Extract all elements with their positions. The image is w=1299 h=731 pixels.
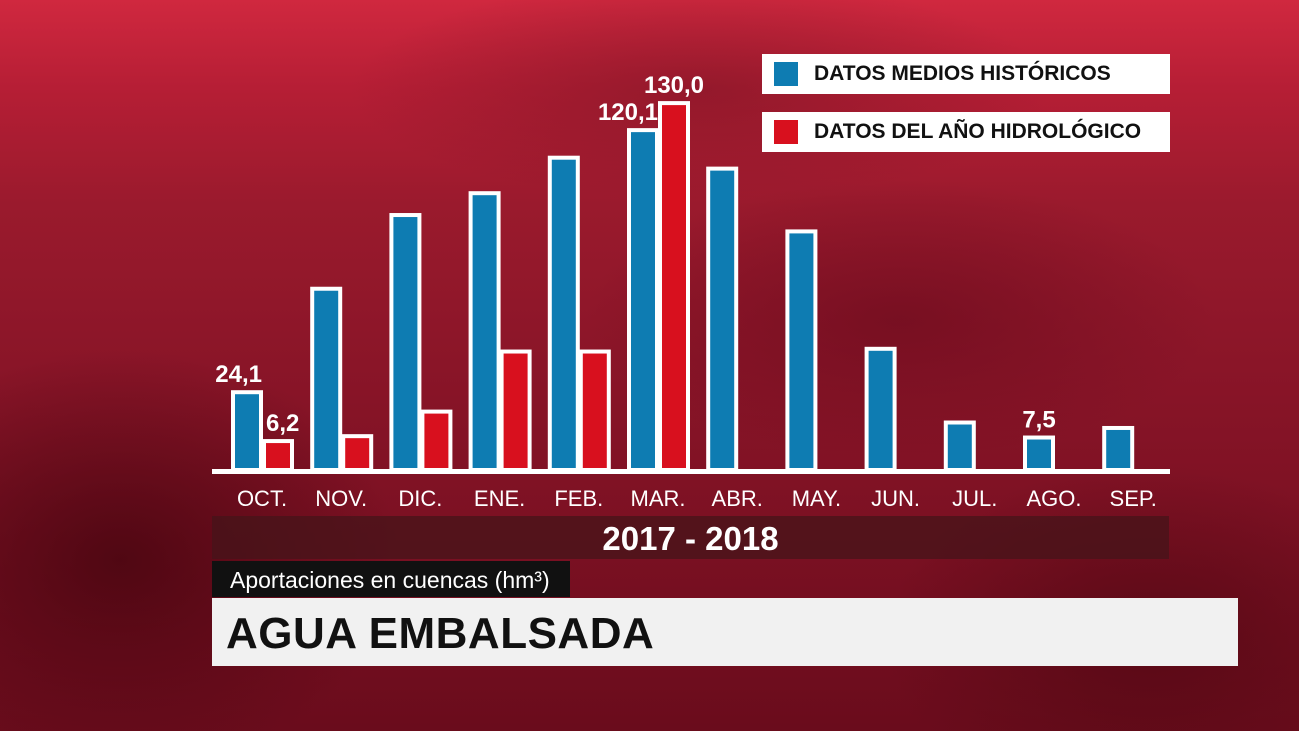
x-tick-label: JUL. [952, 486, 997, 511]
data-label: 24,1 [215, 361, 262, 388]
bar-feb-year [578, 349, 611, 472]
x-tick-label: DIC. [398, 486, 442, 511]
x-axis-line [212, 469, 1170, 474]
x-tick-label: NOV. [315, 486, 367, 511]
legend-swatch-red [774, 120, 798, 144]
chart-subtitle: Aportaciones en cuencas (hm³) [212, 561, 570, 597]
x-tick-label: ENE. [474, 486, 525, 511]
bar-abr-historical [706, 166, 739, 472]
data-label: 130,0 [644, 72, 704, 99]
bar-feb-historical [547, 155, 580, 472]
x-tick-label: ABR. [712, 486, 763, 511]
bar-mar-year [658, 101, 690, 472]
bar-ene-year [499, 349, 532, 472]
legend-swatch-blue [774, 62, 798, 86]
x-tick-label: JUN. [871, 486, 920, 511]
data-label: 6,2 [266, 410, 299, 437]
x-tick-label: MAR. [631, 486, 686, 511]
bar-oct-year [262, 439, 294, 473]
bar-may-historical [785, 229, 818, 472]
bar-dic-historical [389, 213, 422, 472]
bar-mar-historical [627, 128, 659, 472]
x-tick-label: OCT. [237, 486, 287, 511]
legend-label: DATOS DEL AÑO HIDROLÓGICO [814, 120, 1142, 143]
x-tick-label: AGO. [1026, 486, 1081, 511]
bar-jun-historical [864, 346, 897, 472]
bar-sep-historical [1102, 425, 1135, 472]
legend-item-hydrological-year: DATOS DEL AÑO HIDROLÓGICO [762, 112, 1170, 152]
x-axis-title: 2017 - 2018 [212, 516, 1169, 559]
data-label: 120,1 [598, 99, 658, 126]
bar-ene-historical [468, 191, 501, 472]
bar-ago-historical [1023, 435, 1055, 472]
legend-label: DATOS MEDIOS HISTÓRICOS [814, 62, 1111, 85]
data-label: 7,5 [1022, 407, 1055, 434]
x-tick-label: MAY. [792, 486, 841, 511]
bar-nov-historical [310, 286, 343, 472]
x-tick-label: SEP. [1110, 486, 1157, 511]
chart-title: AGUA EMBALSADA [212, 598, 1238, 666]
bar-oct-historical [231, 390, 263, 472]
bar-jul-historical [943, 420, 976, 473]
x-tick-label: FEB. [554, 486, 603, 511]
bar-dic-year [420, 409, 453, 472]
legend-item-historical: DATOS MEDIOS HISTÓRICOS [762, 54, 1170, 94]
bar-nov-year [341, 434, 374, 473]
